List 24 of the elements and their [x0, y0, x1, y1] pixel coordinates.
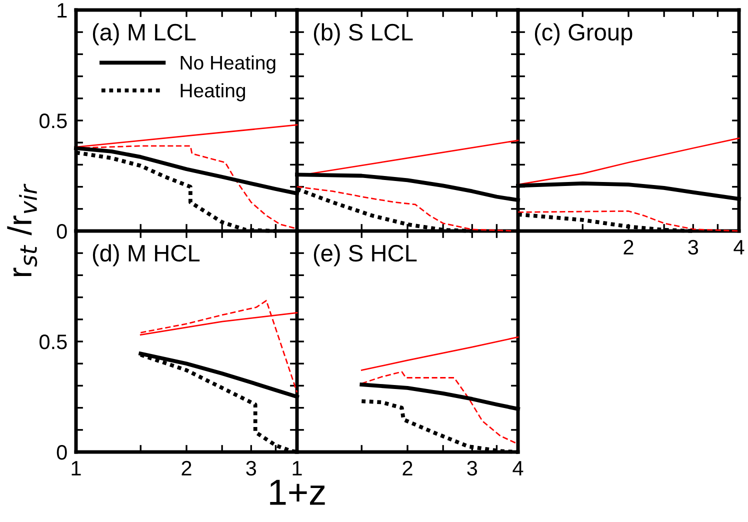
- x-tick-label: 3: [688, 240, 698, 255]
- x-tick-label: 2: [624, 240, 634, 254]
- x-tick-label: 3: [467, 460, 478, 476]
- y-tick-label: 0.5: [40, 334, 67, 350]
- y-tick-label: 0: [56, 224, 67, 239]
- text: (e) S HCL: [314, 244, 417, 266]
- text: (c) Group: [534, 23, 632, 46]
- y-tick-label: 0: [56, 445, 67, 460]
- text: (d) M HCL: [92, 244, 200, 266]
- x-tick-label: 1: [292, 461, 302, 476]
- y-axis-title: r$_{st}$ /r$_{vir}$: [7, 184, 38, 276]
- x-tick-label: 3: [246, 460, 256, 476]
- x-tick-label: 4: [512, 461, 524, 476]
- text: (b) S LCL: [314, 23, 413, 46]
- x-tick-label: 4: [734, 240, 744, 254]
- y-tick-label: 0.5: [40, 114, 67, 128]
- legend-label: Heating: [180, 83, 246, 102]
- x-tick-label: 2: [182, 460, 192, 476]
- legend-label: No Heating: [180, 55, 276, 74]
- y-tick-label: 1: [58, 3, 67, 18]
- text: (a) M LCL: [92, 23, 196, 46]
- x-tick-label: 1: [72, 461, 81, 476]
- x-axis-title: 1+z: [270, 480, 325, 505]
- x-tick-label: 2: [402, 460, 412, 476]
